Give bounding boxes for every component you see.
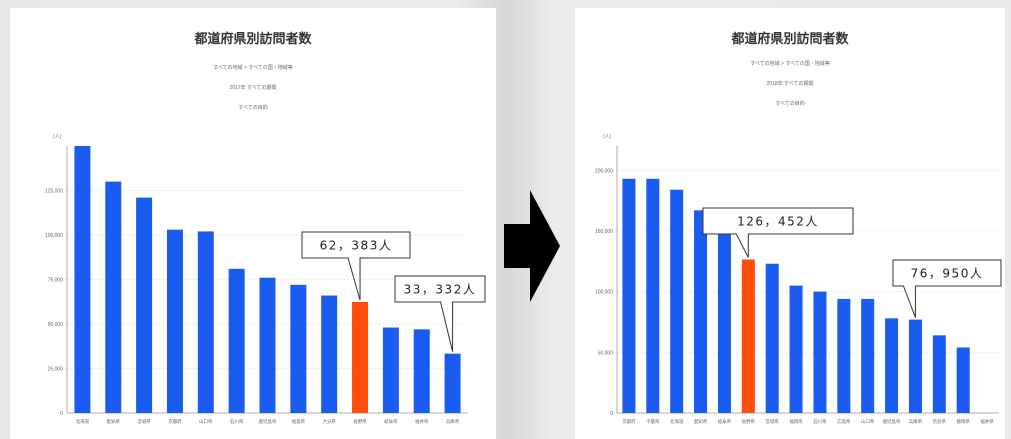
y-tick-label: 25,000 — [48, 367, 64, 373]
bar — [105, 181, 122, 413]
callout-label: 76，950人 — [911, 267, 984, 281]
bar — [694, 210, 708, 413]
x-tick-label: 奈良県 — [933, 418, 947, 425]
callout-label: 126，452人 — [737, 215, 819, 229]
chart-panel-2017: 都道府県別訪問者数 すべての地域 > すべての国・地域等 2017年 すべての期… — [10, 8, 496, 439]
y-tick-label: 0 — [60, 411, 63, 417]
bar — [956, 347, 970, 413]
bar — [290, 284, 307, 413]
x-tick-label: 北海道 — [670, 418, 684, 425]
bar — [765, 263, 779, 413]
x-tick-label: 宮城県 — [137, 418, 151, 425]
y-tick-label: 75,000 — [48, 278, 64, 284]
y-tick-label: 0 — [610, 411, 613, 417]
bar-chart-2017: (人) 0 25,000 50,000 75,000 100,000 125,000 北海道 愛… — [45, 134, 486, 425]
callout-label: 62，383人 — [320, 239, 393, 253]
chart-subtitle-period: 2018年 すべての期間 — [766, 81, 814, 87]
bar — [166, 229, 183, 413]
bar — [413, 329, 430, 413]
bar — [789, 285, 803, 413]
y-tick-label: 200,000 — [595, 168, 613, 174]
x-tick-label: 鹿児島県 — [259, 418, 277, 425]
x-tick-label: 鹿児島県 — [883, 418, 901, 425]
callout-label: 33，332人 — [404, 283, 477, 297]
y-tick-label: 100,000 — [595, 290, 613, 296]
bar — [646, 178, 660, 413]
bar — [932, 335, 946, 413]
callout-box — [702, 207, 854, 258]
x-tick-label: 北海道 — [76, 418, 90, 425]
bar-highlight — [352, 301, 369, 413]
chart-subtitle-purpose: すべての目的 — [775, 101, 805, 107]
x-tick-label: 兵庫県 — [446, 418, 460, 425]
x-tick-label: 長野県 — [353, 418, 367, 425]
callout-box — [394, 275, 486, 352]
x-tick-label: 福島県 — [292, 418, 306, 425]
bar-highlight — [741, 259, 755, 413]
x-tick-label: 千葉県 — [646, 418, 660, 425]
bar — [670, 189, 684, 413]
x-tick-label: 岐阜県 — [384, 418, 398, 425]
y-tick-label: 150,000 — [595, 229, 613, 235]
right-arrow-icon — [504, 190, 560, 307]
chart-subtitle-region: すべての地域 > すべての国・地域等 — [213, 65, 293, 71]
x-tick-label: 山口県 — [861, 418, 875, 425]
x-tick-label: 石川県 — [230, 419, 244, 425]
chart-panel-2018: 都道府県別訪問者数 すべての地域 > すべての国・地域等 2018年 すべての期… — [575, 8, 1005, 439]
chart-subtitle-region: すべての地域 > すべての国・地域等 — [750, 61, 830, 67]
bar — [228, 268, 245, 413]
bar — [837, 298, 851, 413]
bar — [885, 318, 899, 413]
chart-title: 都道府県別訪問者数 — [731, 31, 849, 46]
chart-subtitle-purpose: すべての目的 — [238, 105, 268, 111]
bar — [813, 291, 827, 413]
bar — [74, 146, 91, 413]
bar — [861, 298, 875, 413]
bar — [717, 216, 731, 413]
bar — [444, 353, 461, 413]
bar — [321, 295, 338, 413]
y-tick-label: 50,000 — [48, 322, 64, 328]
bar — [622, 178, 636, 413]
x-tick-label: 兵庫県 — [909, 418, 923, 425]
y-tick-label: 100,000 — [45, 233, 63, 239]
x-tick-label: 静岡県 — [956, 418, 970, 425]
x-tick-label: 長野県 — [742, 418, 756, 425]
x-tick-label: 愛知県 — [107, 418, 121, 425]
x-tick-label: 宮城県 — [765, 418, 779, 425]
bar — [382, 327, 399, 413]
y-tick-label: 50,000 — [598, 350, 614, 356]
x-tick-label: 愛知県 — [694, 418, 708, 425]
bar-chart-2018: (人) 0 50,000 100,000 150,000 200,000 京都府 千葉県 北海道… — [595, 134, 1002, 425]
bar — [197, 231, 214, 413]
x-tick-label: 山口県 — [199, 418, 213, 425]
y-axis-label: (人) — [603, 134, 612, 140]
x-tick-label: 京都府 — [622, 418, 636, 425]
x-tick-label: 福岡県 — [789, 418, 803, 425]
callout-box — [892, 259, 1002, 318]
bar — [136, 197, 153, 413]
x-tick-label: 福井県 — [415, 418, 429, 425]
x-tick-label: 大分県 — [322, 418, 336, 425]
x-tick-label: 岐阜県 — [718, 418, 732, 425]
bar — [908, 319, 922, 413]
chart-title: 都道府県別訪問者数 — [194, 31, 312, 46]
y-tick-label: 125,000 — [45, 189, 63, 195]
callout-box — [301, 231, 411, 301]
x-tick-label: 福井県 — [980, 418, 994, 425]
x-tick-label: 京都府 — [168, 418, 182, 425]
x-tick-label: 石川県 — [813, 419, 827, 425]
x-tick-label: 広島県 — [837, 418, 851, 425]
bar — [259, 277, 276, 413]
y-axis-label: (人) — [53, 134, 62, 140]
chart-subtitle-period: 2017年 すべての期間 — [229, 85, 277, 91]
